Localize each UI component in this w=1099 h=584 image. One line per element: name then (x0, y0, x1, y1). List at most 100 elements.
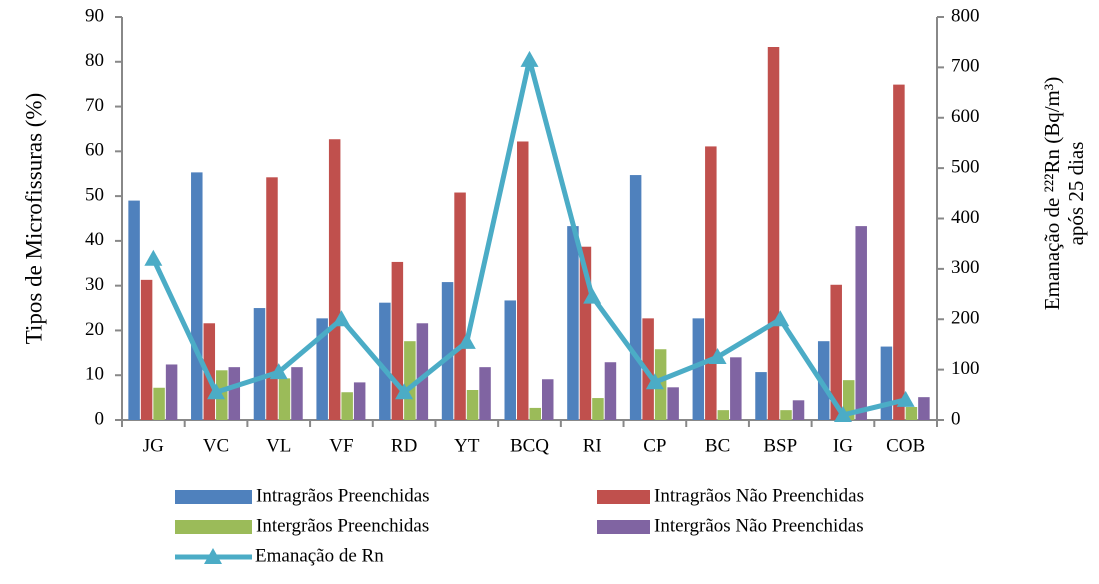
y-tick-label: 20 (85, 319, 104, 340)
legend-label: Emanação de Rn (255, 545, 384, 566)
x-tick-label: VF (329, 435, 353, 456)
bar (918, 397, 930, 420)
x-tick-label: BC (705, 435, 730, 456)
bar (830, 284, 842, 420)
y-tick-label: 60 (85, 140, 104, 161)
bar (341, 392, 353, 420)
bar (855, 226, 867, 420)
y-tick-label: 40 (85, 229, 104, 250)
marker (708, 348, 727, 365)
marker (833, 405, 852, 422)
x-tick-label: IG (833, 435, 853, 456)
bar (504, 300, 516, 420)
marker (144, 249, 163, 266)
y2-tick-label: 400 (951, 207, 980, 228)
bar (266, 177, 278, 420)
y-tick-label: 50 (85, 184, 104, 205)
bar (792, 400, 805, 420)
x-tick-label: COB (886, 435, 925, 456)
bar (567, 226, 579, 420)
y-tick-label: 0 (95, 408, 105, 429)
legend-swatch (597, 520, 650, 534)
y2-tick-label: 500 (951, 156, 980, 177)
y2-tick-label: 200 (951, 308, 980, 329)
bar (165, 364, 178, 420)
x-tick-label: VC (203, 435, 229, 456)
bar (692, 318, 705, 420)
bar (893, 84, 905, 420)
marker (207, 383, 226, 400)
legend-swatch (175, 490, 252, 504)
bar (579, 246, 592, 420)
bar (755, 372, 767, 420)
bar (191, 172, 203, 420)
marker (332, 310, 351, 327)
marker (896, 390, 915, 407)
marker (395, 383, 414, 400)
y-tick-label: 30 (85, 274, 104, 295)
bar (153, 387, 165, 420)
bar (780, 410, 792, 420)
x-tick-label: YT (454, 435, 480, 456)
bar (542, 379, 554, 420)
marker (269, 363, 288, 380)
bar (416, 323, 429, 420)
bar (705, 146, 717, 420)
legend-label: Intergrãos Preenchidas (256, 515, 429, 536)
bar (278, 378, 291, 420)
legend-swatch (204, 548, 222, 564)
y-tick-label: 80 (85, 50, 104, 71)
bar (253, 308, 266, 420)
bar (404, 341, 416, 420)
bar (604, 362, 617, 420)
bar (128, 200, 140, 420)
bar (379, 302, 391, 420)
legend-swatch (175, 520, 252, 534)
bar (316, 318, 328, 420)
legend-label: Intergrãos Não Preenchidas (654, 515, 864, 536)
bar (203, 323, 216, 420)
y2-tick-label: 800 (951, 5, 980, 26)
y-tick-label: 70 (85, 95, 104, 116)
y-axis-title: Tipos de Microfissuras (%) (21, 93, 46, 345)
y2-tick-label: 600 (951, 106, 980, 127)
bar (592, 398, 604, 420)
x-tick-label: CP (643, 435, 666, 456)
legend-label: Intragrãos Preenchidas (256, 485, 430, 506)
x-tick-label: RI (583, 435, 602, 456)
bar (328, 139, 341, 420)
bar (454, 192, 466, 420)
bar (717, 410, 730, 420)
x-tick-label: JG (143, 435, 164, 456)
bar (767, 47, 780, 421)
bar (291, 367, 303, 420)
bar (629, 175, 642, 420)
bar (441, 282, 454, 420)
legend-label: Intragrãos Não Preenchidas (654, 485, 864, 506)
bar (730, 357, 742, 420)
y2-axis-title: Emanação de ²²²Rn (Bq/m³) (1040, 77, 1064, 310)
y2-tick-label: 700 (951, 56, 980, 77)
bar (353, 382, 366, 420)
bar (667, 387, 679, 420)
bar (466, 389, 479, 420)
bar (529, 407, 541, 420)
marker (771, 310, 790, 327)
x-tick-label: BCQ (510, 435, 549, 456)
y2-tick-label: 300 (951, 257, 980, 278)
legend-swatch (597, 490, 650, 504)
bar (842, 380, 855, 420)
bar (517, 141, 529, 420)
x-tick-label: VL (266, 435, 291, 456)
bar (391, 261, 404, 420)
y2-tick-label: 0 (951, 408, 961, 429)
bar (479, 367, 491, 420)
x-tick-label: RD (391, 435, 417, 456)
marker (457, 332, 476, 349)
bar (880, 346, 893, 420)
marker (645, 373, 664, 390)
bar (140, 279, 153, 420)
bar (817, 341, 830, 420)
marker (583, 287, 602, 304)
